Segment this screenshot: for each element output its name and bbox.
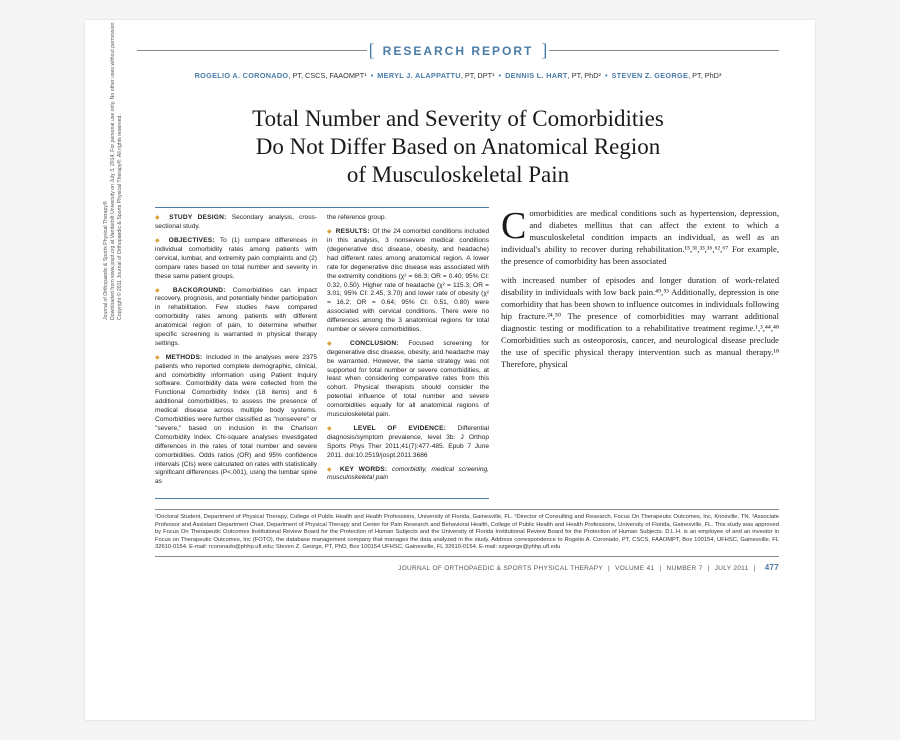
author-name: MERYL J. ALAPPATTU [377,71,461,80]
abstract-text: Of the 24 comorbid conditions included i… [327,228,489,333]
abstract-text: Included in the analyses were 2375 patie… [155,354,317,485]
section-label: RESEARCH REPORT [377,44,540,58]
abstract-section: ◆ LEVEL OF EVIDENCE: Differential diagno… [327,425,489,461]
author-sep: • [497,71,504,80]
abstract-label: RESULTS: [333,228,372,235]
section-marker-icon: ◆ [155,238,164,244]
abstract-label: METHODS: [162,354,206,361]
abstract-label: STUDY DESIGN: [164,214,232,221]
sidebar-line: Downloaded from www.jospt.org at Vanderb… [110,21,117,320]
abstract-section: ◆ OBJECTIVES: To (1) compare differences… [155,237,317,281]
section-marker-icon: ◆ [327,341,340,347]
intro-text: omorbidities are medical conditions such… [501,208,779,266]
abstract-label: LEVEL OF EVIDENCE: [342,425,457,432]
abstract-section: ◆ METHODS: Included in the analyses were… [155,354,317,487]
author-name: STEVEN Z. GEORGE [612,71,689,80]
affiliation-footnote: ¹Doctoral Student, Department of Physica… [155,509,779,557]
section-marker-icon: ◆ [327,426,342,432]
bracket-right: ] [539,40,549,61]
section-marker-icon: ◆ [155,215,164,221]
footer-date: JULY 2011 [715,565,749,572]
abstract-box: ◆ STUDY DESIGN: Secondary analysis, cros… [155,207,489,499]
author-cred: , PT, DPT¹ [461,71,495,80]
author-cred: , PT, PhD² [568,71,601,80]
author-name: ROGELIO A. CORONADO [195,71,289,80]
abstract-text: Focused screening for degenerative disc … [327,340,489,418]
footer-sep: | [656,565,664,572]
footer-journal: JOURNAL OF ORTHOPAEDIC & SPORTS PHYSICAL… [398,565,603,572]
content-area: ◆ STUDY DESIGN: Secondary analysis, cros… [155,207,779,499]
abstract-label: OBJECTIVES: [164,237,220,244]
page-number: 477 [761,563,779,572]
section-header: [ RESEARCH REPORT ] [137,40,779,61]
copyright-sidebar: Journal of Orthopaedic & Sports Physical… [103,21,123,320]
intro-column: Comorbidities are medical conditions suc… [501,207,779,499]
section-marker-icon: ◆ [155,288,166,294]
abstract-text: Comorbidities can impact recovery, progn… [155,287,317,347]
author-sep: • [603,71,610,80]
abstract-section: ◆ BACKGROUND: Comorbidities can impact r… [155,287,317,349]
section-marker-icon: ◆ [327,467,335,473]
author-cred: , PT, CSCS, FAAOMPT¹ [288,71,366,80]
author-cred: , PT, PhD³ [688,71,721,80]
journal-page: [ RESEARCH REPORT ] ROGELIO A. CORONADO,… [85,20,815,720]
intro-paragraph: with increased number of episodes and lo… [501,274,779,370]
dropcap: C [501,207,529,242]
rule-left [137,50,367,51]
footer-number: NUMBER 7 [667,565,703,572]
abstract-label: BACKGROUND: [166,287,233,294]
author-sep: • [369,71,376,80]
abstract-section: ◆ RESULTS: Of the 24 comorbid conditions… [327,228,489,335]
abstract-section: the reference group. [327,214,489,223]
abstract-text: the reference group. [327,214,386,221]
article-title: Total Number and Severity of Comorbiditi… [248,105,668,189]
page-footer: JOURNAL OF ORTHOPAEDIC & SPORTS PHYSICAL… [137,563,779,572]
intro-paragraph: Comorbidities are medical conditions suc… [501,207,779,267]
bracket-left: [ [367,40,377,61]
footer-sep: | [751,565,759,572]
abstract-section: ◆ STUDY DESIGN: Secondary analysis, cros… [155,214,317,232]
sidebar-line: Journal of Orthopaedic & Sports Physical… [103,21,110,320]
abstract-col-1: ◆ STUDY DESIGN: Secondary analysis, cros… [155,214,317,492]
footer-volume: VOLUME 41 [615,565,654,572]
abstract-col-2: the reference group. ◆ RESULTS: Of the 24… [327,214,489,492]
author-name: DENNIS L. HART [505,71,568,80]
footer-sep: | [705,565,713,572]
abstract-section: ◆ KEY WORDS: comorbidity, medical screen… [327,466,489,484]
abstract-label: CONCLUSION: [340,340,408,347]
footer-sep: | [605,565,613,572]
rule-right [549,50,779,51]
abstract-label: KEY WORDS: [335,466,392,473]
sidebar-line: Copyright © 2011 Journal of Orthopaedic … [117,21,124,320]
abstract-section: ◆ CONCLUSION: Focused screening for dege… [327,340,489,420]
article-title-block: Total Number and Severity of Comorbiditi… [248,105,668,189]
author-line: ROGELIO A. CORONADO, PT, CSCS, FAAOMPT¹ … [137,71,779,81]
